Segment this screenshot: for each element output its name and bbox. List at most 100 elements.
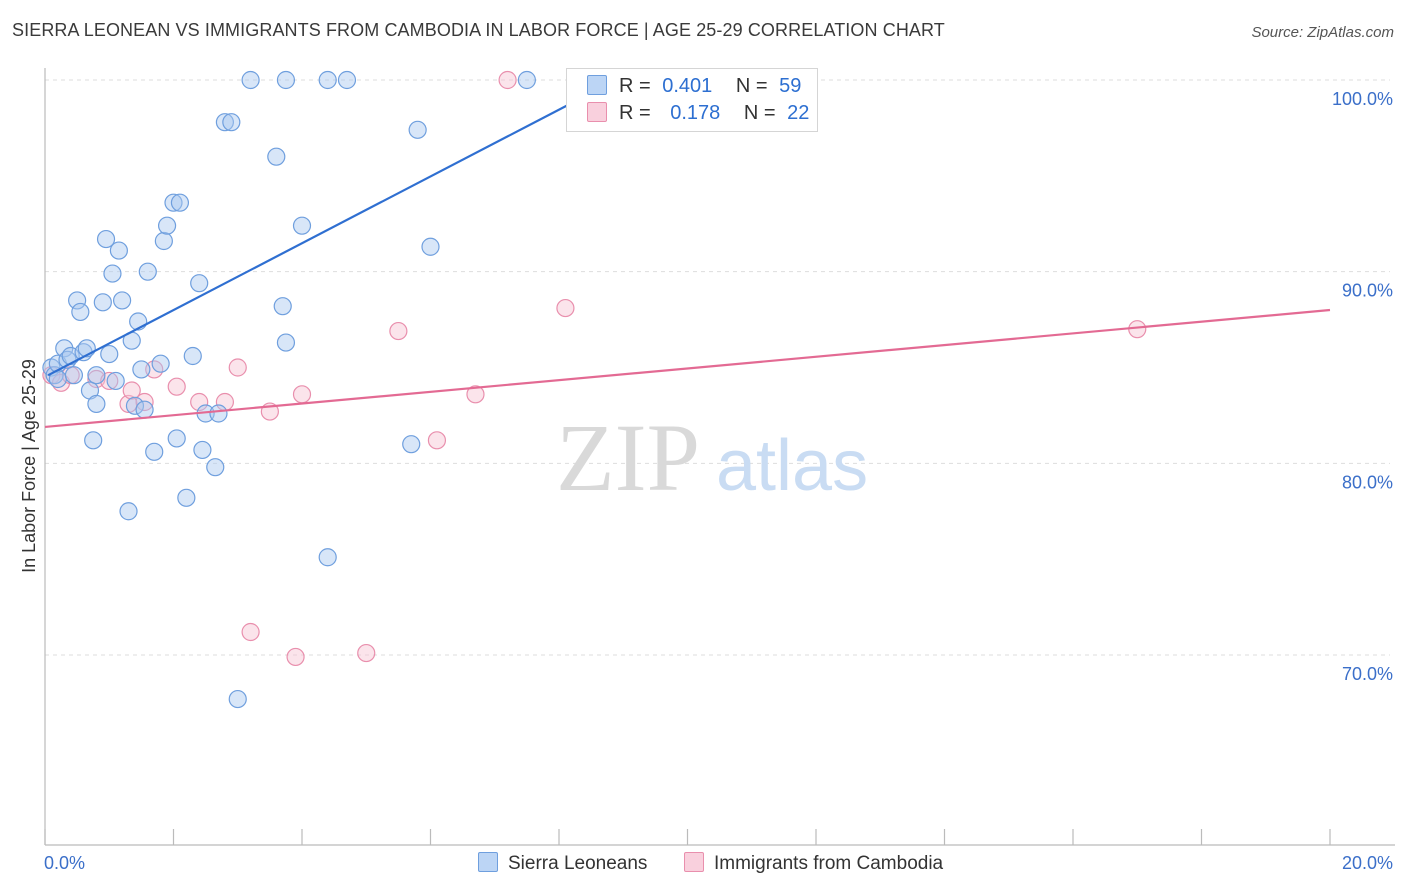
sierra-leonean-point bbox=[132, 360, 151, 379]
cambodia-point bbox=[167, 377, 186, 396]
sierra-leonean-point bbox=[100, 344, 119, 364]
sierra-leonean-point bbox=[276, 333, 296, 352]
sierra-leonean-point bbox=[402, 435, 421, 454]
sierra-leonean-point bbox=[276, 70, 296, 90]
sierra-leonean-point bbox=[190, 274, 209, 293]
legend-swatch-pink bbox=[587, 102, 607, 122]
sierra-leonean-point bbox=[222, 113, 241, 132]
cambodia-point bbox=[241, 622, 260, 642]
watermark: ZIP atlas bbox=[556, 404, 868, 511]
legend-n-value-blue: 59 bbox=[779, 75, 802, 97]
sierra-leonean-point bbox=[119, 502, 138, 521]
sierra-leonean-point bbox=[138, 262, 157, 281]
tick-labels: 70.0% 80.0% 90.0% 100.0% 0.0% 20.0% bbox=[44, 89, 1393, 873]
sierra-leonean-point bbox=[87, 394, 106, 414]
cambodia-point bbox=[119, 394, 138, 414]
sierra-leonean-point bbox=[96, 229, 116, 249]
cambodia-point bbox=[190, 392, 209, 412]
correlation-legend: R = 0.401 N = 59 R = 0.178 N = 22 bbox=[566, 68, 818, 132]
sierra-leonean-point bbox=[68, 291, 87, 310]
sierra-leonean-point bbox=[112, 291, 132, 310]
legend-swatch-blue bbox=[587, 75, 607, 95]
sierra-leonean-point bbox=[109, 241, 128, 260]
sierra-leonean-point bbox=[84, 431, 103, 450]
sierra-leonean-point bbox=[151, 354, 170, 373]
watermark-atlas: atlas bbox=[716, 426, 868, 506]
sierra-leonean-point bbox=[273, 297, 292, 316]
sierra-leonean-point bbox=[93, 293, 112, 312]
sierra-leonean-point bbox=[164, 193, 183, 212]
cambodia-point bbox=[292, 385, 312, 404]
legend-n-label: N = bbox=[735, 75, 768, 97]
sierra-leonean-point bbox=[215, 113, 234, 132]
sierra-leonean-point bbox=[206, 458, 225, 477]
legend-row-sierra-leoneans: R = 0.401 N = 59 bbox=[587, 75, 801, 98]
sierra-leonean-point bbox=[135, 400, 154, 419]
sierra-leonean-point bbox=[228, 689, 247, 709]
cambodia-point bbox=[228, 358, 247, 377]
sierra-leonean-point bbox=[177, 488, 196, 507]
cambodia-point bbox=[427, 431, 447, 450]
sierra-leonean-point bbox=[421, 237, 440, 256]
trend-line-cambodia bbox=[44, 308, 1331, 429]
sierra-leonean-point bbox=[157, 216, 177, 235]
bottom-legend-label-blue: Sierra Leoneans bbox=[508, 853, 648, 874]
sierra-leonean-point bbox=[292, 216, 312, 235]
legend-r-label: R = bbox=[619, 102, 651, 124]
sierra-leonean-point bbox=[170, 193, 190, 212]
watermark-zip: ZIP bbox=[556, 404, 700, 511]
x-tick-label-min: 0.0% bbox=[44, 853, 85, 873]
trend-lines bbox=[44, 102, 1331, 429]
cambodia-point bbox=[135, 392, 154, 412]
bottom-legend-swatch-blue bbox=[478, 852, 498, 872]
y-tick-label: 80.0% bbox=[1342, 472, 1393, 492]
bottom-legend-sierra-leoneans: Sierra Leoneans bbox=[478, 852, 647, 875]
sierra-leonean-point bbox=[318, 548, 337, 567]
sierra-leonean-point bbox=[106, 371, 125, 391]
y-tick-label: 90.0% bbox=[1342, 281, 1393, 301]
cambodia-point bbox=[466, 385, 485, 404]
legend-r-value-blue: 0.401 bbox=[662, 75, 713, 97]
sierra-leonean-point bbox=[71, 302, 90, 322]
source-credit: Source: ZipAtlas.com bbox=[1251, 24, 1394, 41]
sierra-leonean-point bbox=[209, 404, 228, 423]
sierra-leonean-point bbox=[408, 120, 427, 139]
sierra-leonean-point bbox=[125, 396, 145, 415]
cambodia-point bbox=[357, 643, 376, 663]
y-tick-label: 70.0% bbox=[1342, 664, 1393, 684]
sierra-leonean-point bbox=[241, 70, 260, 90]
cambodia-point bbox=[286, 647, 305, 667]
chart-title: SIERRA LEONEAN VS IMMIGRANTS FROM CAMBOD… bbox=[12, 20, 945, 40]
gridlines bbox=[45, 79, 1390, 656]
series-cambodia-points bbox=[42, 70, 1147, 667]
sierra-leonean-point bbox=[267, 147, 286, 166]
cambodia-point bbox=[389, 321, 408, 341]
legend-n-value-pink: 22 bbox=[787, 102, 810, 124]
bottom-legend-cambodia: Immigrants from Cambodia bbox=[684, 852, 943, 875]
bottom-legend-label-pink: Immigrants from Cambodia bbox=[714, 853, 944, 874]
sierra-leonean-point bbox=[517, 70, 536, 90]
series-sierra-leoneans-points bbox=[42, 70, 536, 709]
sierra-leonean-point bbox=[318, 70, 337, 90]
cambodia-point bbox=[556, 298, 575, 318]
legend-n-label: N = bbox=[743, 102, 776, 124]
legend-row-cambodia: R = 0.178 N = 22 bbox=[587, 102, 809, 125]
x-tick-label-max: 20.0% bbox=[1342, 853, 1393, 873]
y-tick-label: 100.0% bbox=[1332, 89, 1393, 109]
y-axis-label: In Labor Force | Age 25-29 bbox=[19, 359, 39, 573]
legend-r-value-pink: 0.178 bbox=[670, 102, 721, 124]
sierra-leonean-point bbox=[87, 366, 106, 385]
sierra-leonean-point bbox=[193, 440, 212, 460]
axes bbox=[44, 68, 1395, 846]
sierra-leonean-point bbox=[145, 442, 164, 461]
sierra-leonean-point bbox=[154, 231, 173, 251]
sierra-leonean-point bbox=[183, 346, 202, 366]
sierra-leonean-point bbox=[64, 366, 84, 385]
bottom-legend-swatch-pink bbox=[684, 852, 704, 872]
trend-line-sierra-leoneans bbox=[47, 102, 573, 377]
sierra-leonean-point bbox=[103, 264, 122, 283]
cambodia-point bbox=[498, 70, 517, 90]
sierra-leonean-point bbox=[167, 429, 186, 448]
sierra-leonean-point bbox=[337, 70, 357, 90]
